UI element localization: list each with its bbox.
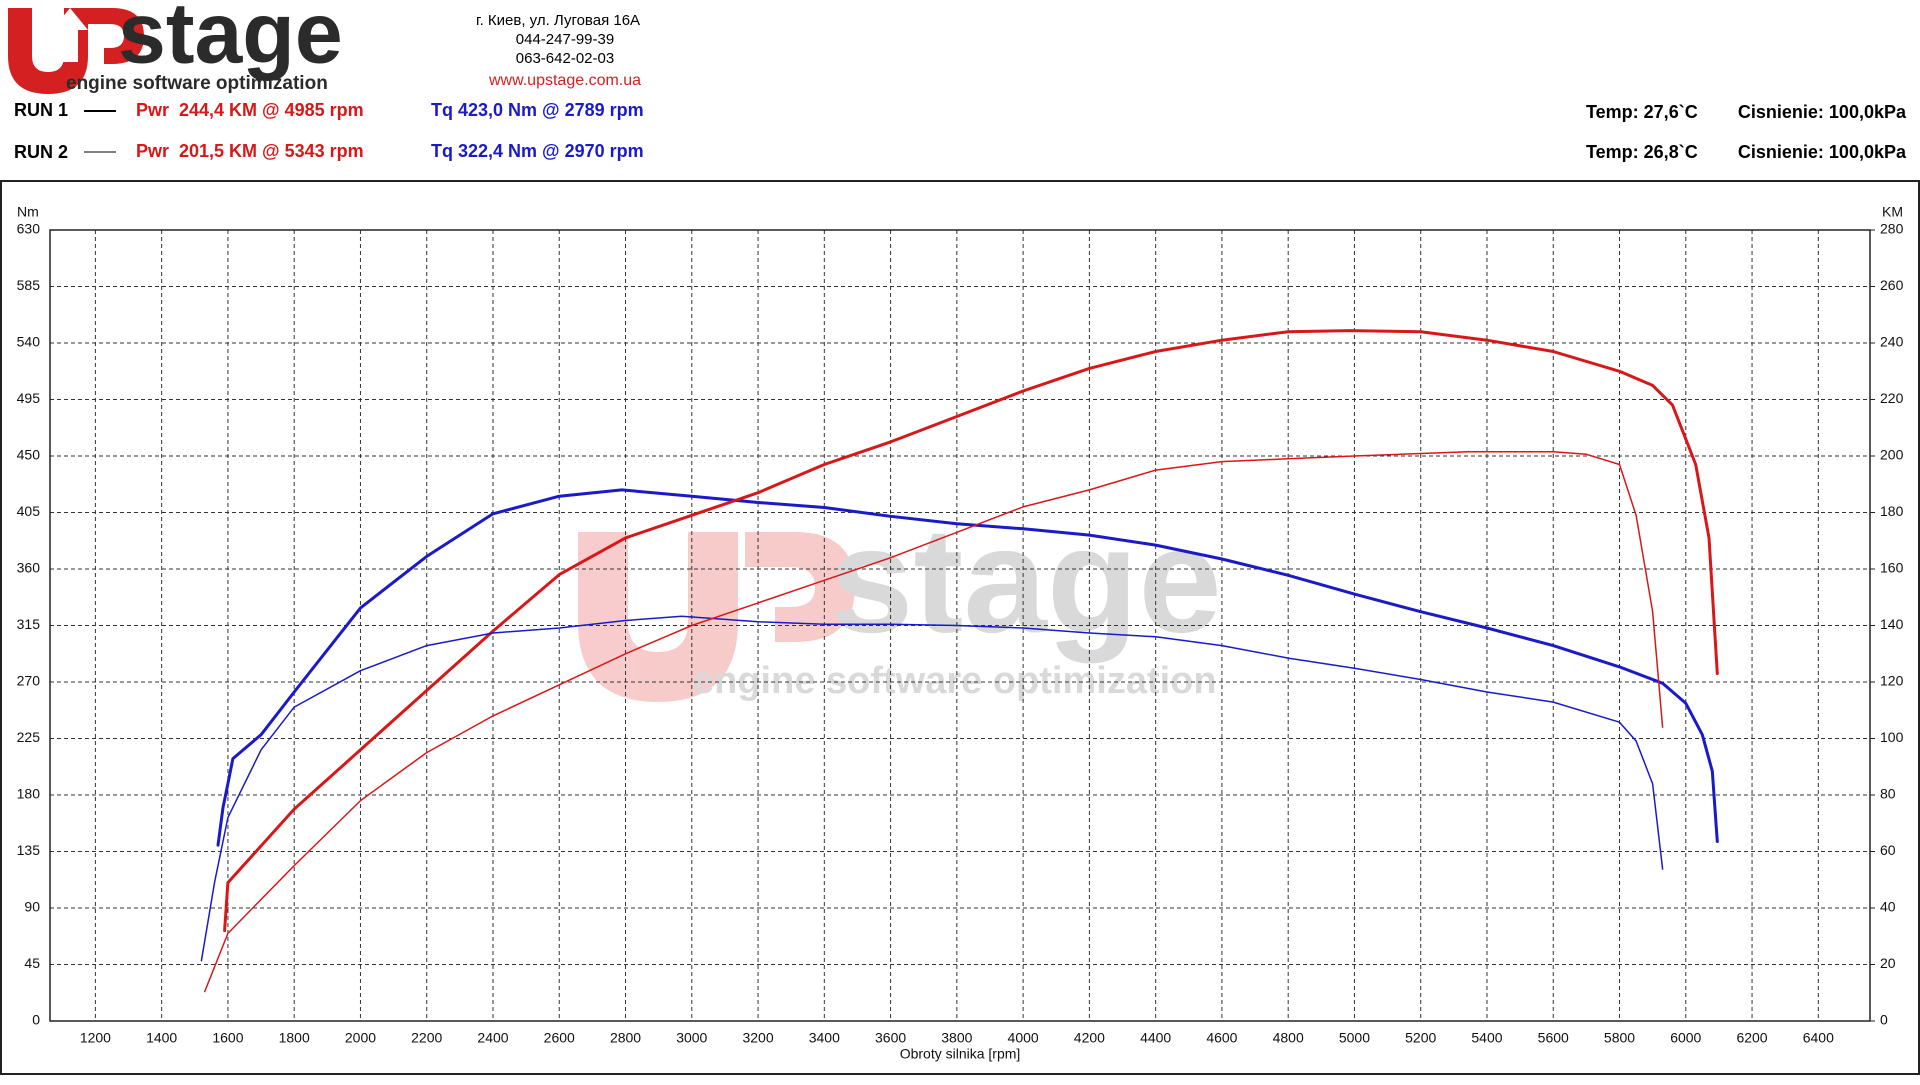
y2-tick-label: 240: [1880, 334, 1904, 350]
run-pressure: Cisnienie: 100,0kPa: [1738, 102, 1907, 122]
y-tick-label: 585: [17, 277, 41, 293]
y-tick-label: 360: [17, 560, 41, 576]
y-tick-label: 315: [17, 616, 41, 632]
x-tick-label: 2800: [610, 1030, 641, 1046]
y2-tick-label: 80: [1880, 786, 1896, 802]
run-label: RUN 1: [14, 100, 68, 120]
y2-tick-label: 260: [1880, 277, 1904, 293]
run-label: RUN 2: [14, 142, 68, 162]
y2-tick-label: 140: [1880, 616, 1904, 632]
y2-tick-label: 20: [1880, 955, 1896, 971]
x-tick-label: 4400: [1140, 1030, 1171, 1046]
y2-tick-label: 280: [1880, 221, 1904, 237]
watermark-text: stage: [830, 496, 1222, 664]
run-power: Pwr 201,5 KM @ 5343 rpm: [136, 141, 364, 161]
y-tick-label: 495: [17, 390, 41, 406]
y-tick-label: 180: [17, 786, 41, 802]
y-tick-label: 270: [17, 673, 41, 689]
y-tick-label: 135: [17, 842, 41, 858]
address: г. Киев, ул. Луговая 16А: [476, 12, 640, 29]
y2-tick-label: 220: [1880, 390, 1904, 406]
x-tick-label: 4800: [1273, 1030, 1304, 1046]
x-tick-label: 5600: [1538, 1030, 1569, 1046]
x-tick-label: 2400: [477, 1030, 508, 1046]
y-tick-label: 45: [24, 955, 40, 971]
x-tick-label: 5400: [1471, 1030, 1502, 1046]
series-line: [200, 615, 1664, 962]
address: 063-642-02-03: [516, 50, 614, 67]
x-tick-label: 4600: [1206, 1030, 1237, 1046]
series-line: [203, 451, 1664, 993]
series-line: [216, 488, 1719, 847]
y-axis-label: Nm: [17, 204, 39, 220]
y-tick-label: 90: [24, 899, 40, 915]
x-tick-label: 1200: [80, 1030, 111, 1046]
x-tick-label: 5200: [1405, 1030, 1436, 1046]
x-tick-label: 3600: [875, 1030, 906, 1046]
x-tick-label: 3800: [941, 1030, 972, 1046]
run-pressure: Cisnienie: 100,0kPa: [1738, 142, 1907, 162]
x-tick-label: 4200: [1074, 1030, 1105, 1046]
y-tick-label: 630: [17, 221, 41, 237]
y2-tick-label: 160: [1880, 560, 1904, 576]
series-line: [223, 329, 1719, 933]
plot: 0 45 90 135 180 225 270 315 360 405 450 495 540 585 63…: [17, 221, 1904, 1046]
y-tick-label: 450: [17, 447, 41, 463]
y-tick-label: 0: [32, 1012, 40, 1028]
run-power: Pwr 244,4 KM @ 4985 rpm: [136, 100, 364, 120]
watermark-tagline: engine software optimization: [693, 660, 1217, 702]
x-tick-label: 5000: [1339, 1030, 1370, 1046]
logo-text: stage: [118, 0, 343, 82]
y-tick-label: 225: [17, 729, 41, 745]
y2-tick-label: 40: [1880, 899, 1896, 915]
x-tick-label: 3400: [809, 1030, 840, 1046]
x-tick-label: 2600: [544, 1030, 575, 1046]
tagline: engine software optimization: [66, 73, 328, 94]
address: 044-247-99-39: [516, 31, 614, 48]
x-tick-label: 2000: [345, 1030, 376, 1046]
run-torque: Tq 322,4 Nm @ 2970 rpm: [431, 141, 644, 161]
x-tick-label: 1800: [279, 1030, 310, 1046]
y2-tick-label: 100: [1880, 729, 1904, 745]
watermark: stage engine software optimization: [578, 496, 1222, 702]
y-tick-label: 405: [17, 503, 41, 519]
y2-tick-label: 200: [1880, 447, 1904, 463]
y2-tick-label: 60: [1880, 842, 1896, 858]
website: www.upstage.com.ua: [488, 72, 641, 89]
logo: stage engine software optimization: [8, 0, 343, 94]
x-tick-label: 2200: [411, 1030, 442, 1046]
x-tick-label: 3000: [676, 1030, 707, 1046]
y2-tick-label: 120: [1880, 673, 1904, 689]
chart-frame: [0, 180, 1920, 1075]
y2-axis-label: KM: [1882, 204, 1903, 220]
y-tick-label: 540: [17, 334, 41, 350]
run-temp: Temp: 26,8`C: [1586, 142, 1698, 162]
x-tick-label: 5800: [1604, 1030, 1635, 1046]
plot-frame: [49, 229, 1871, 1022]
y2-tick-label: 180: [1880, 503, 1904, 519]
x-axis-label: Obroty silnika [rpm]: [900, 1046, 1021, 1062]
x-tick-label: 6000: [1670, 1030, 1701, 1046]
x-tick-label: 6200: [1736, 1030, 1767, 1046]
run-temp: Temp: 27,6`C: [1586, 102, 1698, 122]
y2-tick-label: 0: [1880, 1012, 1888, 1028]
run-torque: Tq 423,0 Nm @ 2789 rpm: [431, 100, 644, 120]
x-tick-label: 1600: [212, 1030, 243, 1046]
x-tick-label: 3200: [742, 1030, 773, 1046]
x-tick-label: 6400: [1803, 1030, 1834, 1046]
x-tick-label: 1400: [146, 1030, 177, 1046]
x-tick-label: 4000: [1008, 1030, 1039, 1046]
